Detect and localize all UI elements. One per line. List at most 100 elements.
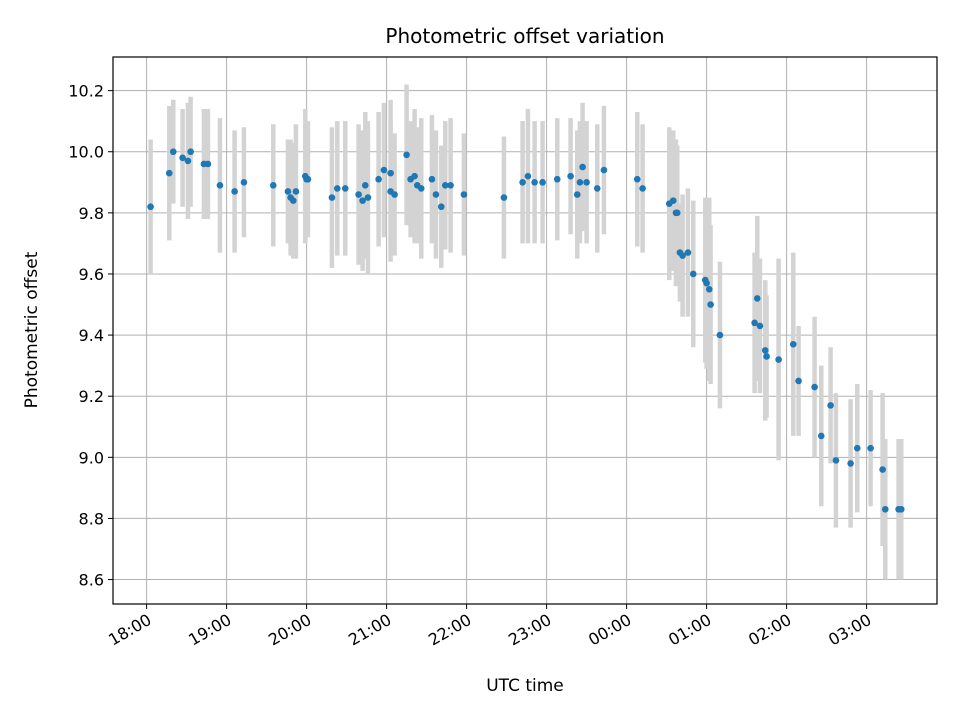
data-point (763, 353, 770, 360)
data-point (679, 252, 686, 259)
x-axis-label: UTC time (486, 676, 564, 696)
data-point (375, 175, 382, 183)
data-point (579, 163, 586, 171)
y-tick-label: 10.2 (68, 82, 104, 101)
data-point (216, 182, 224, 189)
data-point (417, 185, 425, 192)
data-point (633, 175, 641, 183)
x-tick-label: 02:00 (745, 610, 794, 650)
data-point (811, 383, 818, 391)
data-point (703, 279, 710, 287)
x-tick-label: 20:00 (265, 610, 314, 650)
data-point (403, 151, 410, 159)
data-point (204, 160, 212, 168)
data-point (437, 203, 445, 211)
data-point (184, 157, 192, 165)
y-axis-label: Photometric offset (22, 251, 42, 408)
data-point (539, 178, 546, 186)
data-point (827, 402, 834, 409)
data-point (567, 172, 574, 180)
data-point (304, 175, 312, 183)
y-axis: 8.6 8.8 9.0 9.2 9.4 9.6 9.8 10.0 10.2 (68, 82, 113, 590)
x-tick-label: 01:00 (665, 610, 714, 650)
data-point (583, 178, 590, 186)
data-point (359, 197, 366, 204)
y-tick-label: 10.0 (68, 143, 104, 162)
data-point (751, 319, 758, 327)
data-point (524, 172, 532, 180)
data-point (179, 154, 186, 162)
data-point (289, 197, 297, 204)
data-point (684, 249, 692, 256)
data-point (428, 175, 436, 183)
y-tick-label: 9.2 (79, 387, 104, 406)
x-tick-label: 03:00 (825, 610, 874, 650)
data-point (165, 169, 173, 177)
data-point (573, 191, 581, 198)
data-point (284, 188, 292, 195)
data-point (447, 182, 454, 189)
data-point (716, 331, 724, 339)
data-point (789, 340, 797, 348)
x-tick-label: 18:00 (105, 610, 154, 650)
y-tick-label: 9.0 (79, 448, 104, 467)
data-point (867, 444, 874, 452)
data-point (411, 172, 418, 180)
data-point (705, 285, 713, 293)
y-tick-label: 9.8 (79, 204, 104, 223)
data-point (231, 188, 238, 195)
y-tick-label: 8.6 (79, 571, 104, 590)
data-point (775, 356, 782, 363)
data-point (387, 169, 394, 177)
data-point (553, 175, 561, 183)
data-point (240, 178, 248, 186)
data-point (147, 203, 154, 211)
data-point (169, 148, 177, 156)
y-tick-label: 9.4 (79, 326, 104, 345)
data-point (669, 197, 677, 204)
x-axis: 18:00 19:00 20:00 21:00 22:00 23:00 00:00 01:00… (105, 604, 875, 650)
chart-title: Photometric offset variation (385, 24, 664, 48)
data-point (364, 194, 372, 201)
data-point (879, 466, 886, 473)
data-point (881, 505, 889, 513)
data-point (519, 178, 526, 186)
data-point (753, 295, 761, 302)
data-point (761, 347, 769, 354)
data-point (328, 194, 336, 201)
data-point (847, 460, 854, 467)
data-point (361, 182, 369, 189)
data-point (593, 185, 601, 192)
data-point (832, 457, 840, 464)
data-point (817, 432, 825, 440)
data-point (432, 191, 440, 198)
data-point (689, 270, 697, 278)
data-point (795, 377, 802, 385)
data-points (147, 148, 905, 513)
data-point (756, 322, 764, 330)
y-tick-label: 9.6 (79, 265, 104, 284)
data-point (600, 166, 608, 174)
x-tick-label: 23:00 (505, 610, 554, 650)
data-point (707, 301, 714, 308)
x-tick-label: 19:00 (185, 610, 234, 650)
plot-frame (112, 56, 938, 605)
data-point (460, 191, 468, 198)
data-point (269, 182, 277, 189)
data-point (853, 444, 861, 452)
data-point (292, 188, 300, 195)
data-point (341, 185, 349, 192)
data-point (333, 185, 341, 192)
data-point (441, 182, 449, 189)
data-point (355, 191, 362, 198)
data-point (897, 505, 905, 513)
data-point (673, 209, 681, 217)
data-point (639, 185, 646, 192)
x-tick-label: 22:00 (425, 610, 474, 650)
data-point (576, 178, 584, 186)
data-point (380, 166, 388, 174)
data-point (531, 178, 538, 186)
x-tick-label: 21:00 (345, 610, 394, 650)
data-point (391, 191, 398, 198)
